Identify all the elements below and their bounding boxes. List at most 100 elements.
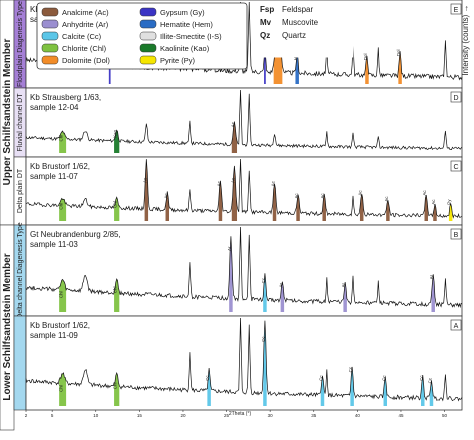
peak-label: Ac xyxy=(271,180,276,186)
panel-letter: D xyxy=(453,95,458,102)
peak-label: Ar xyxy=(278,283,283,288)
peak-label: Ar xyxy=(341,283,346,288)
legend-label: Chlorite (Chl) xyxy=(62,44,107,53)
legend-label: Dolomite (Dol) xyxy=(62,56,110,65)
sample-label-line1: Kb Brustorf 1/62, xyxy=(30,162,90,171)
peak-label: Chl xyxy=(113,286,118,293)
peak-label: Cc xyxy=(261,277,266,283)
abbr-name: Quartz xyxy=(282,31,306,40)
legend-swatch xyxy=(139,55,157,65)
panel-letter-box xyxy=(450,319,462,331)
peak-label: Dol xyxy=(363,53,368,60)
legend-label: Anhydrite (Ar) xyxy=(62,20,109,29)
abbr-code: Fsp xyxy=(260,5,274,14)
x-tick-label: 15 xyxy=(137,413,143,418)
x-tick-label: 45 xyxy=(398,413,404,418)
x-tick-label: 50 xyxy=(442,413,448,418)
peak-label: Ar xyxy=(429,274,434,279)
x-tick-label: 5 xyxy=(51,413,54,418)
peak-label: Cc xyxy=(318,375,323,381)
diffractogram-line xyxy=(25,317,463,402)
legend-swatch xyxy=(139,7,157,17)
peak-label: Ac xyxy=(431,199,436,205)
peak-label: Py xyxy=(447,199,452,205)
legend-swatch xyxy=(41,19,59,29)
x-tick-label: 35 xyxy=(311,413,317,418)
legend-label: Calcite (Cc) xyxy=(62,32,102,41)
peak-label: Cc xyxy=(205,375,210,381)
panel-b: Delta channel Diagenesis Type B Gt Neubran… xyxy=(13,222,463,319)
peak-label: Ac xyxy=(384,196,389,202)
peak-label: Cc xyxy=(348,366,353,372)
peak-fill-dol xyxy=(398,51,402,84)
peak-label: Chl xyxy=(59,135,64,142)
diffractogram-line xyxy=(25,89,463,151)
diagenesis-type-band xyxy=(13,315,27,411)
legend-swatch xyxy=(41,31,59,41)
legend-label: Kaolinite (Kao) xyxy=(160,44,210,53)
panel-letter: B xyxy=(454,232,459,239)
peak-label: Chl xyxy=(59,385,64,392)
x-tick-label: 30 xyxy=(268,413,274,418)
peak-label: Ac xyxy=(422,190,427,196)
legend: Analcime (Ac) Anhydrite (Ar) Calcite (Cc) C… xyxy=(36,2,248,70)
panel-letter-box xyxy=(450,3,462,15)
abbr-code: Mv xyxy=(260,18,272,27)
panel-letter: C xyxy=(453,164,458,171)
peak-label: Chl xyxy=(113,383,118,390)
peak-fill-ac xyxy=(231,165,238,221)
panel-frame xyxy=(25,224,463,317)
diagenesis-type-label: Fluvial channel DT xyxy=(17,93,24,152)
diagenesis-type-label: Floodplain Diagenesis Type xyxy=(17,1,24,87)
peak-label: Ac xyxy=(163,193,168,199)
legend-label: Hematite (Hem) xyxy=(160,20,213,29)
x-tick-label: 20 xyxy=(180,413,186,418)
sample-label-line1: Kb Brustorf 1/62, xyxy=(30,321,90,330)
sample-label-line2: sample 11-09 xyxy=(30,331,78,340)
peak-label: Ac xyxy=(320,193,325,199)
diagenesis-type-label: Delta plain DT xyxy=(17,168,24,213)
diffractogram-line xyxy=(25,158,463,219)
panel-frame xyxy=(25,156,463,226)
peak-fill-chl xyxy=(59,279,67,312)
panel-c: Delta plain DT C Kb Brustorf 1/62,sample 1… xyxy=(13,156,463,226)
sample-label-line2: sample 11-07 xyxy=(30,172,78,181)
legend-label: Analcime (Ac) xyxy=(62,8,109,17)
legend-swatch xyxy=(139,19,157,29)
panel-letter-box xyxy=(450,91,462,103)
peak-label: Ac xyxy=(142,177,147,183)
panel-letter: A xyxy=(454,323,459,330)
abbr-name: Muscovite xyxy=(282,18,319,27)
peak-label: Cc xyxy=(419,375,424,381)
member-label-lower: Lower Schilfsandstein Member xyxy=(2,253,13,400)
peak-fill-chl xyxy=(59,198,67,221)
peak-label: Ar xyxy=(227,246,232,251)
peak-label: Chl xyxy=(113,201,118,208)
panel-letter: E xyxy=(454,7,459,14)
legend-label: Gypsum (Gy) xyxy=(160,8,205,17)
peak-label: Kao xyxy=(113,129,118,138)
legend-swatch xyxy=(139,43,157,53)
peak-fill-cc xyxy=(429,380,434,406)
panel-frame xyxy=(25,87,463,158)
legend-label: Pyrite (Py) xyxy=(160,56,196,65)
diagenesis-type-label: Delta channel Diagenesis Type xyxy=(17,222,24,318)
legend-swatch xyxy=(41,43,59,53)
abbr-code: Qz xyxy=(260,31,270,40)
panel-frame xyxy=(25,315,463,411)
panel-d: Fluvial channel DT D Kb Strausberg 1/63,sa… xyxy=(13,87,463,158)
x-ticks: 2 5 10 15 20 25 30 35 40 45 50 xyxy=(25,410,448,418)
x-tick-label: 2 xyxy=(25,413,28,418)
x-tick-label: 40 xyxy=(355,413,361,418)
sample-label-line2: sample 12-04 xyxy=(30,103,79,112)
peak-fill-chl xyxy=(59,131,67,153)
peak-label: Chl xyxy=(59,203,64,210)
peak-label: Ac xyxy=(358,190,363,196)
peak-label: Cc xyxy=(427,377,432,383)
peak-label: Dol xyxy=(396,49,401,56)
peak-label: Ac xyxy=(230,177,235,183)
panel-letter-box xyxy=(450,160,462,172)
peak-label: Ac xyxy=(230,121,235,127)
